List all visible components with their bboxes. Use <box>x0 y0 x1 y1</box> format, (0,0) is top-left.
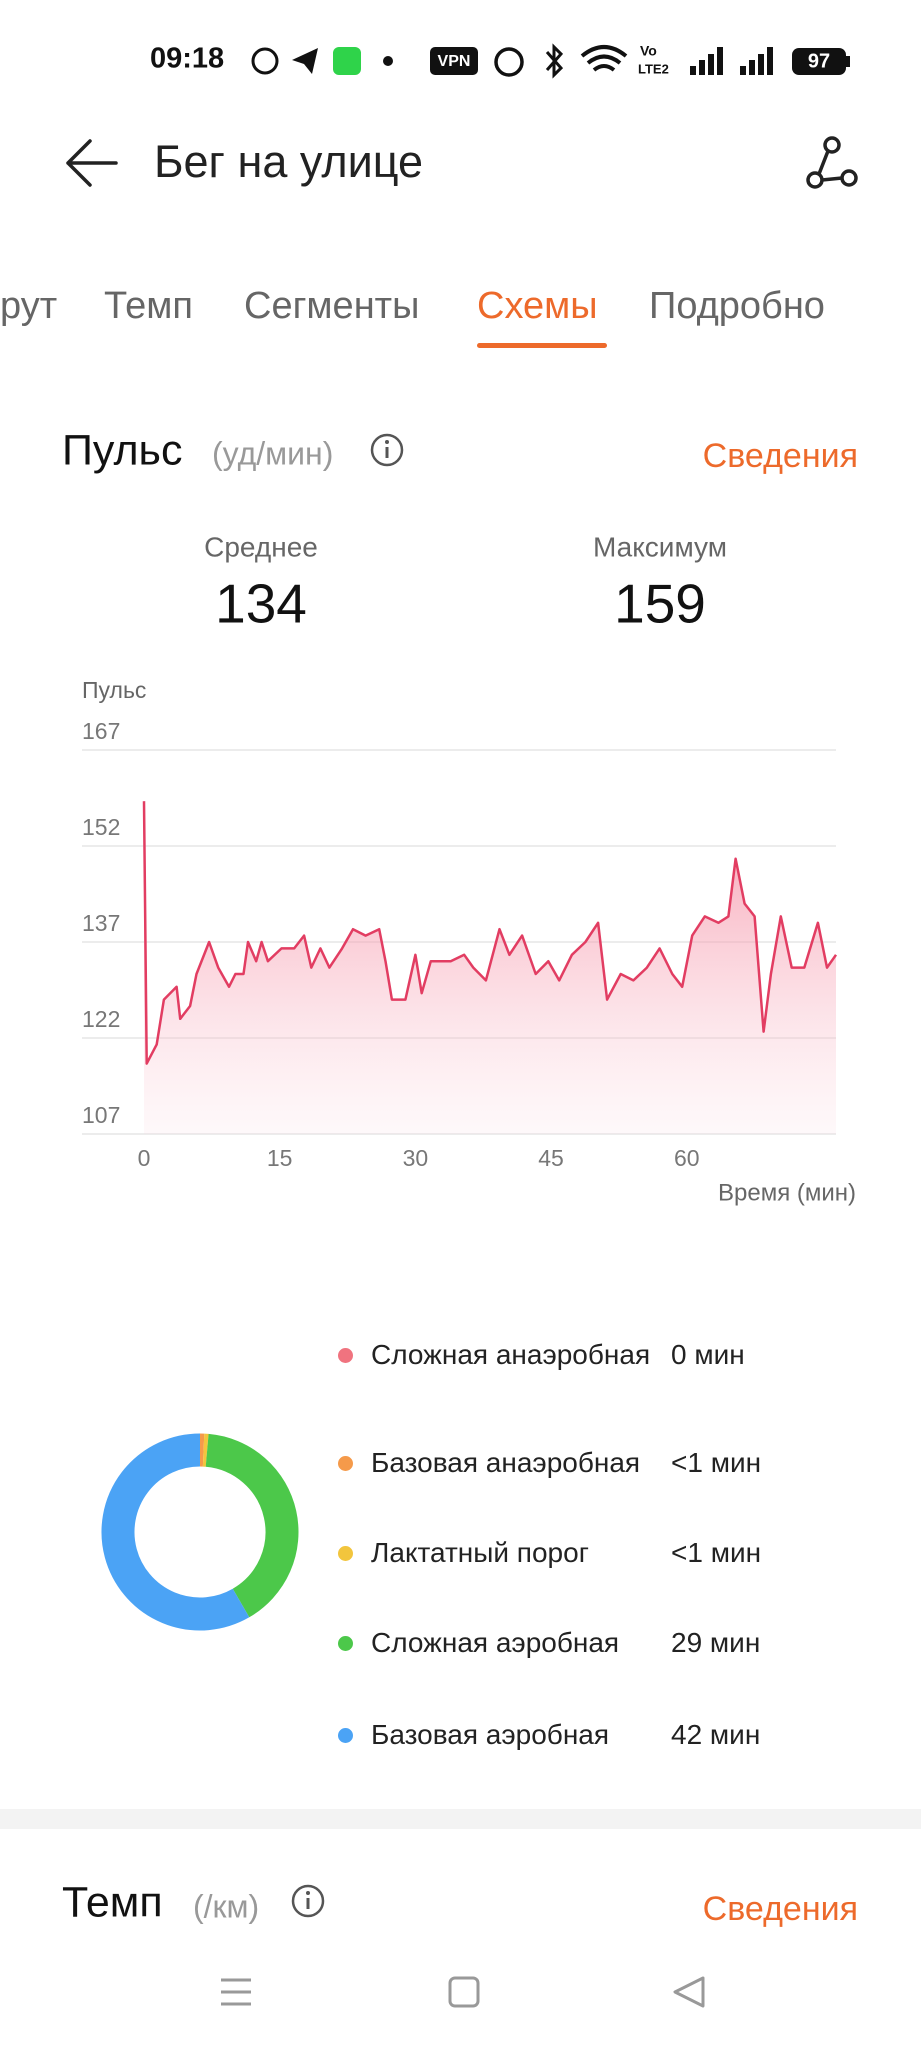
y-tick-label: 137 <box>82 910 120 936</box>
route-button[interactable] <box>806 136 858 189</box>
legend-value: 29 мин <box>671 1627 761 1658</box>
details-link[interactable]: Сведения <box>703 1890 858 1928</box>
legend-item: Сложная аэробная 29 мин <box>338 1603 898 1683</box>
section-title: Пульс <box>62 426 182 474</box>
details-link[interactable]: Сведения <box>703 437 858 475</box>
x-tick-label: 30 <box>403 1145 429 1171</box>
legend-swatch <box>338 1545 353 1561</box>
y-tick-label: 152 <box>82 814 120 840</box>
x-tick-label: 60 <box>674 1145 700 1171</box>
legend-label: Базовая аэробная <box>371 1719 610 1750</box>
legend-swatch <box>338 1635 353 1651</box>
x-tick-label: 15 <box>267 1145 293 1171</box>
y-tick-label: 107 <box>82 1102 120 1128</box>
legend-item: Базовая аэробная 42 мин <box>338 1695 898 1775</box>
lte-label: LTE2 <box>638 61 669 76</box>
page-title: Бег на улице <box>154 136 423 187</box>
legend-value: 42 мин <box>671 1719 761 1750</box>
x-axis-label: Время (мин) <box>718 1179 856 1206</box>
status-time: 09:18 <box>150 43 224 75</box>
legend-value: <1 мин <box>671 1537 762 1568</box>
heart-rate-line <box>142 801 838 1065</box>
legend-swatch <box>338 1455 353 1471</box>
nav-back[interactable] <box>673 1976 705 2008</box>
stat-label: Среднее <box>204 531 318 562</box>
tab[interactable]: Темп <box>104 285 193 327</box>
zone-segment <box>101 1433 250 1631</box>
back-button[interactable] <box>66 139 118 187</box>
tab-active[interactable]: Схемы <box>477 285 598 327</box>
y-tick-label: 122 <box>82 1006 120 1032</box>
legend-label: Сложная анаэробная <box>371 1339 651 1370</box>
legend-swatch <box>338 1727 353 1743</box>
volte-label: Vo <box>640 43 657 59</box>
signal-1 <box>690 47 723 75</box>
y-tick-label: 167 <box>82 718 120 744</box>
battery-level: 97 <box>808 50 830 72</box>
y-axis-label: Пульс <box>82 677 146 703</box>
tab[interactable]: Подробно <box>649 285 825 327</box>
stat-label: Максимум <box>593 531 727 562</box>
bluetooth-icon <box>545 43 564 79</box>
legend-value: <1 мин <box>671 1447 762 1478</box>
section-title: Темп <box>62 1878 163 1926</box>
tab-indicator <box>477 343 607 348</box>
zone-segment <box>205 1433 299 1618</box>
battery <box>792 48 846 75</box>
legend-item: Сложная анаэробная 0 мин <box>338 1315 898 1395</box>
legend-value: 0 мин <box>671 1339 745 1370</box>
alarm-icon <box>494 47 524 77</box>
legend-label: Базовая анаэробная <box>371 1447 641 1478</box>
battery-tip <box>846 56 850 67</box>
nav-home[interactable] <box>448 1976 480 2008</box>
tab[interactable]: Сегменты <box>244 285 419 327</box>
legend-label: Лактатный порог <box>371 1537 589 1568</box>
telegram-icon <box>292 48 318 74</box>
legend-item: Базовая анаэробная <1 мин <box>338 1423 898 1503</box>
app-icon <box>333 47 361 75</box>
wifi-icon <box>580 45 628 72</box>
section-unit: (/км) <box>193 1888 259 1924</box>
whatsapp-icon <box>251 47 279 75</box>
stat-value: 134 <box>215 573 307 635</box>
notification-dot <box>383 56 393 66</box>
tab[interactable]: рут <box>0 285 57 327</box>
x-tick-label: 0 <box>138 1145 151 1171</box>
info-icon[interactable] <box>291 1884 325 1918</box>
legend-swatch <box>338 1347 353 1363</box>
legend-label: Сложная аэробная <box>371 1627 620 1658</box>
x-tick-label: 45 <box>538 1145 564 1171</box>
nav-menu[interactable] <box>221 1978 251 2006</box>
section-unit: (уд/мин) <box>212 435 333 471</box>
info-icon[interactable] <box>370 433 404 467</box>
legend-item: Лактатный порог <1 мин <box>338 1513 898 1593</box>
vpn-label: VPN <box>438 53 471 70</box>
signal-2 <box>740 47 773 75</box>
vpn-badge <box>430 47 478 75</box>
stat-value: 159 <box>614 573 706 635</box>
section-separator <box>0 1809 921 1829</box>
